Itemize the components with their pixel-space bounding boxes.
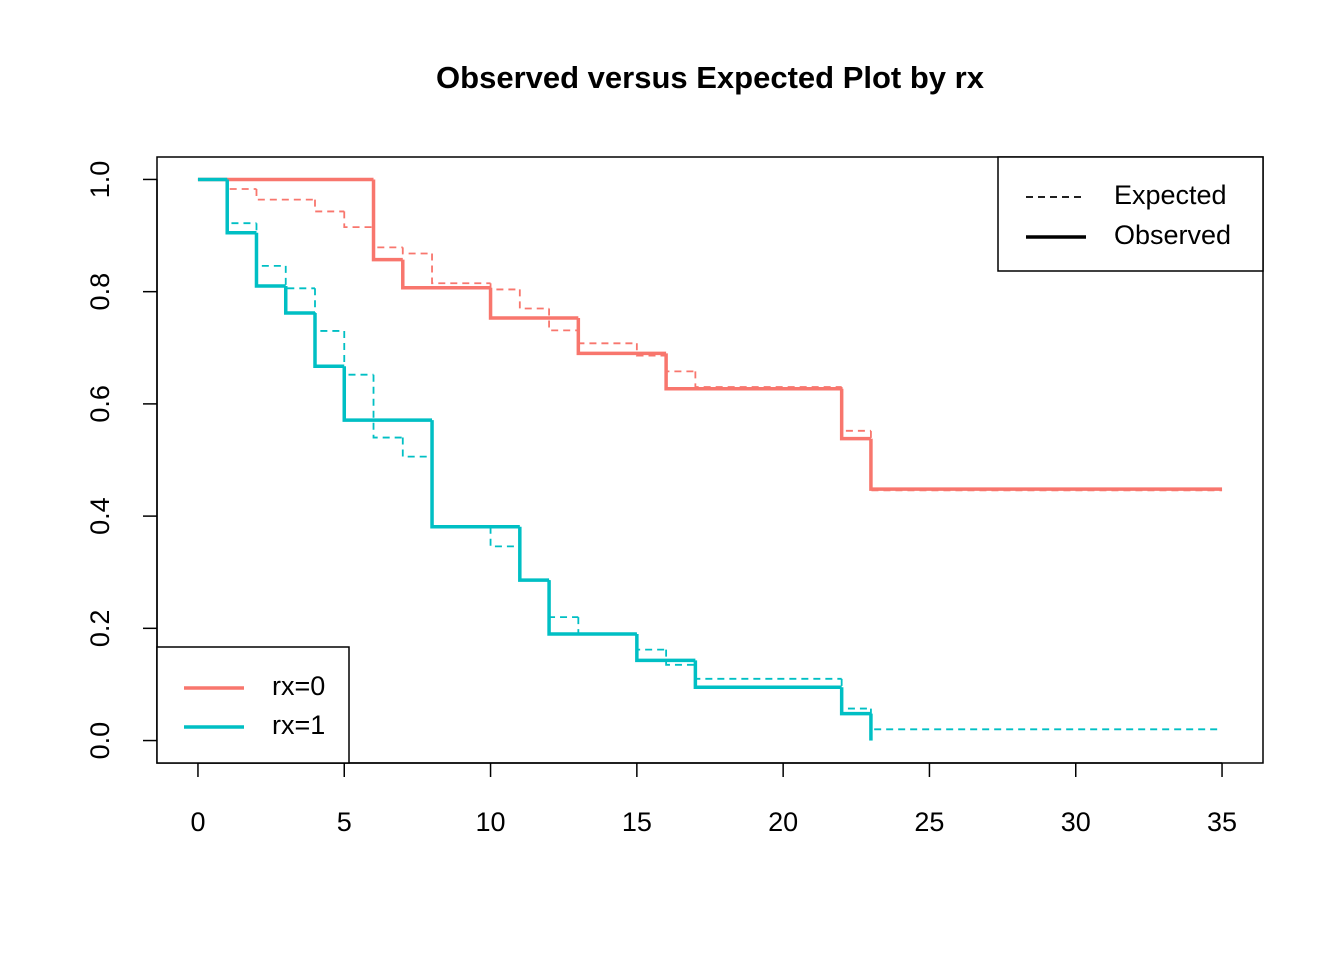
x-tick-label: 0 (190, 807, 205, 837)
observed-step (401, 259, 491, 290)
y-tick-label: 0.6 (85, 385, 115, 423)
expected-step (548, 308, 579, 332)
expected-step (401, 247, 433, 255)
expected-step (577, 617, 637, 635)
legend-label: rx=0 (272, 671, 325, 701)
y-tick-label: 0.4 (85, 497, 115, 535)
expected-step (665, 355, 696, 373)
expected-step (226, 179, 257, 225)
y-tick-label: 0.8 (85, 273, 115, 311)
observed-step (839, 388, 871, 441)
expected-step (840, 387, 871, 432)
y-tick-label: 0.0 (85, 722, 115, 760)
legend-box (997, 156, 1264, 272)
legend-label: Expected (1114, 180, 1227, 210)
observed-step (576, 318, 667, 356)
expected-step (489, 283, 520, 291)
expected-step (401, 437, 433, 458)
y-tick-label: 0.2 (85, 610, 115, 648)
x-tick-label: 30 (1061, 807, 1091, 837)
expected-step (665, 649, 696, 666)
observed-step (518, 526, 550, 582)
x-tick-label: 35 (1207, 807, 1237, 837)
expected-step (635, 343, 667, 357)
observed-step (254, 232, 286, 288)
observed-step (693, 660, 842, 689)
expected-step (314, 199, 345, 213)
line-style-legend: Expected Observed (997, 156, 1264, 272)
x-tick-label: 15 (622, 807, 652, 837)
expected-step (431, 456, 491, 528)
observed-step (283, 286, 315, 315)
expected-step (840, 678, 871, 710)
expected-step (314, 288, 345, 332)
expected-step (518, 289, 550, 310)
expected-step (694, 371, 842, 388)
observed-step (342, 366, 433, 422)
observed-step (547, 580, 637, 636)
observed-step (664, 353, 842, 391)
y-tick-label: 1.0 (85, 161, 115, 199)
expected-step (284, 265, 315, 290)
observed-step (488, 287, 579, 320)
legend-label: Observed (1114, 220, 1231, 250)
expected-step (343, 330, 374, 376)
expected-step (372, 374, 403, 439)
expected-step (489, 526, 520, 548)
expected-step (372, 227, 403, 249)
x-tick-label: 20 (768, 807, 798, 837)
expected-step (518, 546, 550, 581)
expected-step (431, 253, 491, 285)
observed-step (430, 420, 520, 529)
observed-step (313, 312, 345, 369)
legend: rx=0 rx=1 (156, 646, 350, 764)
expected-step (343, 211, 374, 229)
observed-step (371, 179, 403, 262)
x-tick-label: 5 (337, 807, 352, 837)
legend-label: rx=1 (272, 710, 325, 740)
observed-step (839, 687, 871, 716)
expected-step (577, 330, 637, 345)
observed-step (225, 179, 257, 235)
expected-step (548, 580, 579, 619)
expected-step (694, 664, 842, 680)
legend-box (156, 646, 350, 764)
expected-step (255, 188, 315, 201)
observed-step (869, 438, 1223, 491)
x-tick-label: 25 (914, 807, 944, 837)
chart-title: Observed versus Expected Plot by rx (436, 60, 985, 95)
expected-step (635, 633, 667, 651)
expected-step (870, 430, 1223, 492)
observed-step (635, 633, 696, 663)
expected-step (255, 223, 286, 267)
x-tick-label: 10 (476, 807, 506, 837)
expected-step (870, 708, 1223, 731)
